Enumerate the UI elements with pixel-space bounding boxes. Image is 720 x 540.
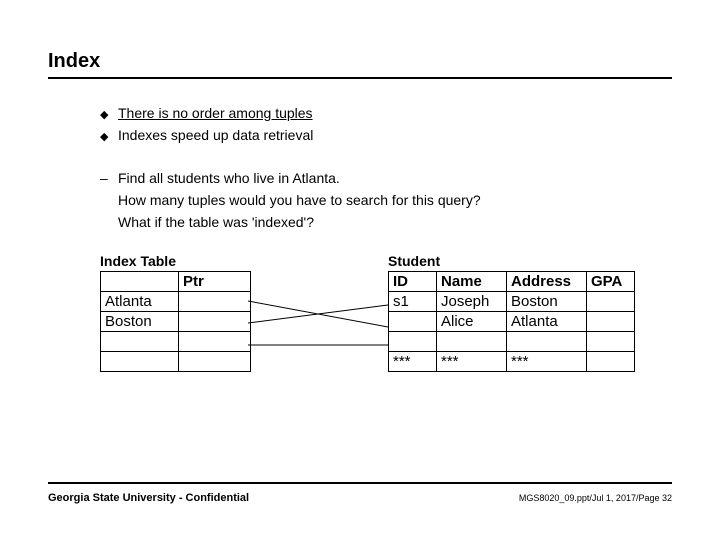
table-cell xyxy=(179,332,251,352)
dash-icon: – xyxy=(100,168,118,190)
table-cell xyxy=(507,332,587,352)
student-table-label: Student xyxy=(388,253,635,269)
table-header-cell: Address xyxy=(507,272,587,292)
table-cell xyxy=(587,352,635,372)
table-header-cell: Ptr xyxy=(179,272,251,292)
table-header-cell: GPA xyxy=(587,272,635,292)
table-cell xyxy=(101,352,179,372)
sub-list: – Find all students who live in Atlanta.… xyxy=(100,168,672,233)
bullet-text: Indexes speed up data retrieval xyxy=(118,125,313,147)
table-cell: Atlanta xyxy=(507,312,587,332)
dash-item: – Find all students who live in Atlanta. xyxy=(100,168,672,190)
footer-left-text: Georgia State University - Confidential xyxy=(48,492,249,504)
index-table: Ptr Atlanta Boston xyxy=(100,271,251,372)
diamond-icon: ◆ xyxy=(100,129,118,146)
table-cell xyxy=(389,312,437,332)
table-row: s1 Joseph Boston xyxy=(389,292,635,312)
table-row xyxy=(101,352,251,372)
footer-right-text: MGS8020_09.ppt/Jul 1, 2017/Page 32 xyxy=(519,493,672,503)
bullet-item: ◆ Indexes speed up data retrieval xyxy=(100,125,672,147)
table-cell: Boston xyxy=(507,292,587,312)
connector-line xyxy=(248,305,388,323)
student-table: ID Name Address GPA s1 Joseph Boston Ali… xyxy=(388,271,635,372)
bullet-item: ◆ There is no order among tuples xyxy=(100,103,672,125)
dash-text: Find all students who live in Atlanta. xyxy=(118,168,340,190)
student-table-wrap: Student ID Name Address GPA s1 Joseph Bo… xyxy=(388,253,635,372)
table-header-cell: Name xyxy=(437,272,507,292)
tables-region: Index Table Ptr Atlanta Boston xyxy=(48,253,672,403)
bullet-text: There is no order among tuples xyxy=(118,103,313,125)
connector-lines xyxy=(248,291,390,361)
table-cell xyxy=(179,292,251,312)
table-cell xyxy=(587,312,635,332)
footer-row: Georgia State University - Confidential … xyxy=(48,492,672,504)
table-row: *** *** *** xyxy=(389,352,635,372)
table-cell: Boston xyxy=(101,312,179,332)
table-header-cell: ID xyxy=(389,272,437,292)
table-cell xyxy=(101,332,179,352)
table-row: Alice Atlanta xyxy=(389,312,635,332)
table-header-cell xyxy=(101,272,179,292)
table-cell: Alice xyxy=(437,312,507,332)
table-row xyxy=(389,332,635,352)
table-cell xyxy=(587,332,635,352)
table-cell xyxy=(437,332,507,352)
table-cell: *** xyxy=(389,352,437,372)
diamond-icon: ◆ xyxy=(100,107,118,124)
table-row: Boston xyxy=(101,312,251,332)
table-row: Ptr xyxy=(101,272,251,292)
table-cell xyxy=(389,332,437,352)
table-cell: Joseph xyxy=(437,292,507,312)
table-cell: *** xyxy=(437,352,507,372)
table-cell: Atlanta xyxy=(101,292,179,312)
index-table-label: Index Table xyxy=(100,253,251,269)
title-rule xyxy=(48,77,672,79)
bullet-list: ◆ There is no order among tuples ◆ Index… xyxy=(100,103,672,146)
table-cell xyxy=(179,352,251,372)
table-cell xyxy=(179,312,251,332)
dash-continuation: How many tuples would you have to search… xyxy=(118,190,672,212)
table-row: ID Name Address GPA xyxy=(389,272,635,292)
footer: Georgia State University - Confidential … xyxy=(48,482,672,504)
table-cell: *** xyxy=(507,352,587,372)
table-cell: s1 xyxy=(389,292,437,312)
table-row xyxy=(101,332,251,352)
table-cell xyxy=(587,292,635,312)
slide-title: Index xyxy=(48,50,672,73)
table-row: Atlanta xyxy=(101,292,251,312)
dash-continuation: What if the table was 'indexed'? xyxy=(118,212,672,234)
index-table-wrap: Index Table Ptr Atlanta Boston xyxy=(100,253,251,372)
footer-rule xyxy=(48,482,672,484)
